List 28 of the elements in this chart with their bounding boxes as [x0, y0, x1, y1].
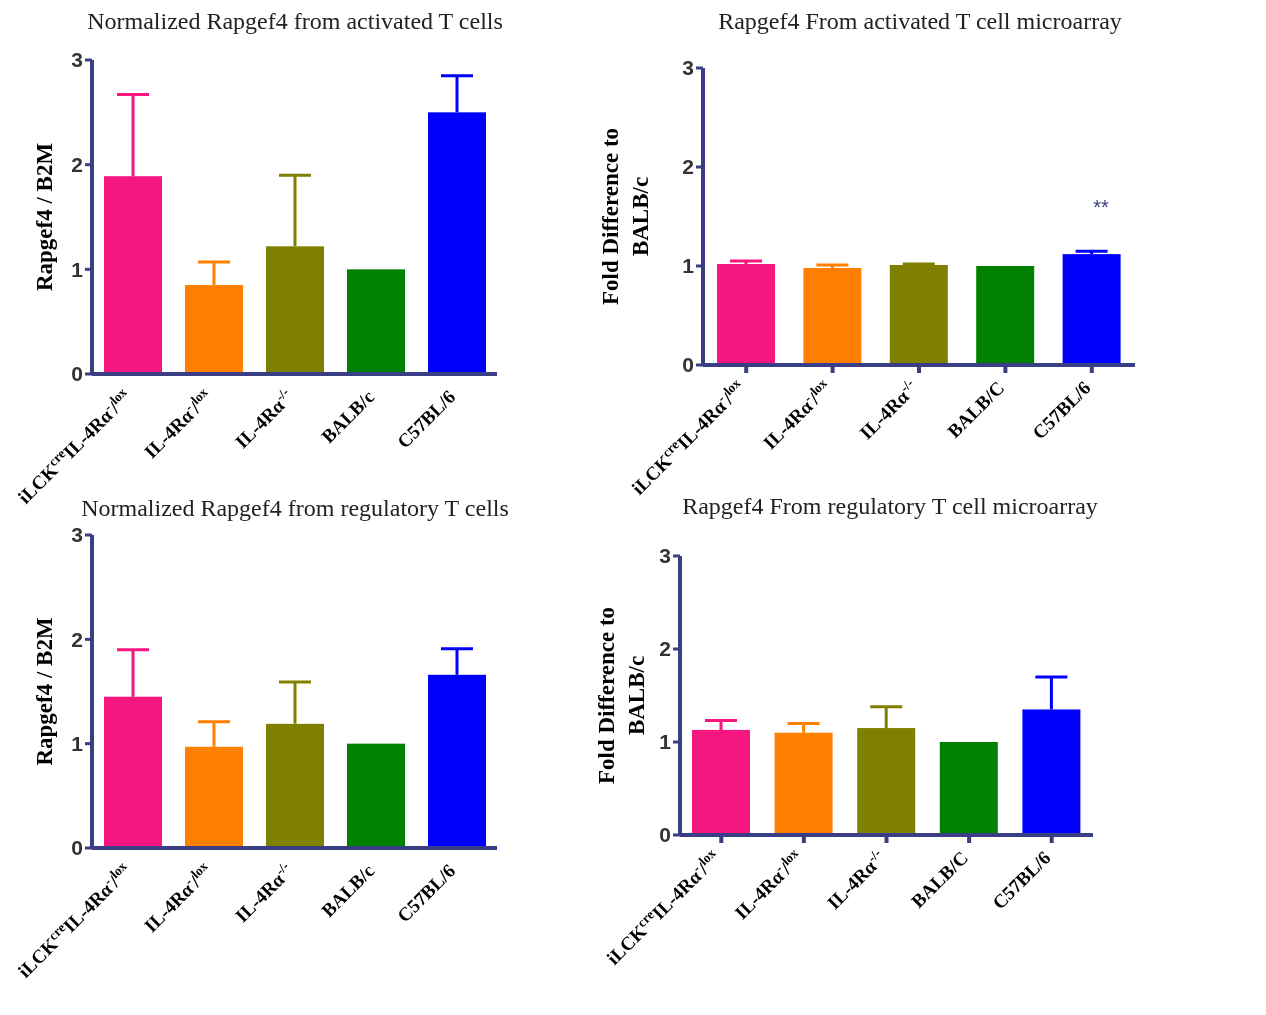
y-axis-title: Rapgef4 / B2M	[32, 617, 57, 766]
annotation: **	[1092, 196, 1110, 219]
chart-title: Rapgef4 From regulatory T cell microarray	[682, 493, 1098, 519]
y-tick-label: 0	[659, 823, 671, 847]
y-tick-label: 2	[71, 627, 83, 651]
bar	[939, 742, 998, 835]
y-tick-label: 3	[682, 56, 694, 80]
y-tick-label: 0	[71, 362, 83, 386]
chart-title: Rapgef4 From activated T cell microarray	[717, 8, 1123, 35]
y-axis-title: Fold Difference to BALB/c	[598, 127, 653, 306]
y-tick-label: 0	[682, 353, 694, 377]
bar	[347, 269, 405, 374]
y-tick-label: 1	[71, 257, 84, 281]
y-tick-label: 0	[71, 836, 83, 860]
y-tick-label: 3	[659, 544, 671, 568]
chart-title: Normalized Rapgef4 from regulatory T cells	[81, 495, 509, 521]
y-tick-label: 3	[71, 48, 83, 72]
y-tick-label: 1	[682, 254, 695, 278]
y-axis-title: Rapgef4 / B2M	[32, 142, 57, 292]
y-tick-label: 2	[71, 153, 83, 177]
y-axis-title: Fold Difference to BALB/c	[594, 606, 649, 785]
y-tick-label: 1	[659, 730, 672, 754]
y-tick-label: 2	[682, 155, 694, 179]
y-tick-label: 1	[71, 732, 84, 756]
chart-title: Normalized Rapgef4 from activated T cells	[86, 8, 504, 35]
y-tick-label: 2	[659, 637, 671, 661]
y-tick-label: 3	[71, 523, 83, 547]
bar	[347, 743, 405, 848]
